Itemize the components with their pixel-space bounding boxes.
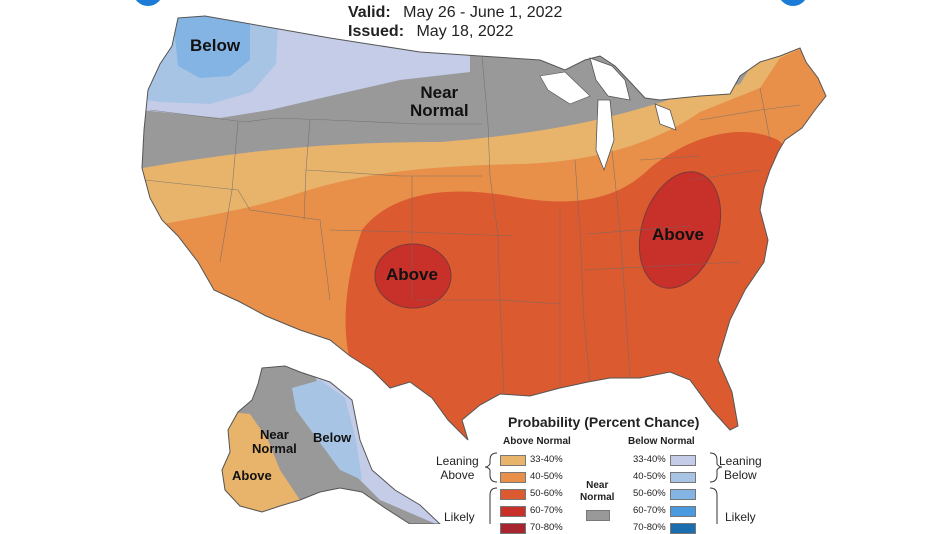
conus-above-east-label: Above — [652, 225, 704, 244]
leaning-above-line1: Leaning — [436, 454, 479, 468]
legend-near-normal-swatch — [586, 510, 610, 521]
state-boundaries — [144, 55, 801, 395]
noaa-logo-icon — [133, 0, 163, 6]
legend-above-bin-swatch — [500, 506, 526, 517]
legend-below-bin-label: 50-60% — [633, 488, 666, 499]
conus-above-west-label: Above — [386, 265, 438, 284]
lake-huron — [654, 103, 677, 131]
conus-outline — [141, 15, 827, 441]
issued-label: Issued: — [348, 23, 405, 40]
legend-below-bin-swatch — [670, 506, 696, 517]
nws-logo-icon — [778, 0, 808, 6]
legend-above-bin-swatch — [500, 472, 526, 483]
ak-below-label: Below — [313, 430, 352, 445]
legend-above-bin-label: 60-70% — [530, 505, 563, 516]
legend-above-bin-label: 40-50% — [530, 471, 563, 482]
legend-leaning-below: Leaning Below — [719, 454, 762, 483]
ak-near-label-line2: Normal — [252, 440, 297, 456]
legend-below-bin-label: 33-40% — [633, 454, 666, 465]
ak-near-normal-label: Near Normal — [252, 428, 297, 455]
ak-below-40-50-area — [292, 380, 362, 480]
michigan-upper-gap — [539, 71, 591, 105]
conus-probability-shading — [142, 16, 826, 440]
legend-below-bin-swatch — [670, 523, 696, 534]
conus-near-label-line2: Normal — [410, 100, 469, 120]
legend-leaning-above: Leaning Above — [436, 454, 479, 483]
legend-above-bin-swatch — [500, 489, 526, 500]
legend-above-bin-label: 50-60% — [530, 488, 563, 499]
leaning-above-line2: Above — [440, 467, 475, 482]
leaning-below-line2: Below — [724, 467, 757, 482]
conus-above-60-70-west — [374, 243, 452, 309]
legend-title: Probability (Percent Chance) — [508, 414, 700, 430]
valid-label: Valid: — [348, 4, 391, 21]
legend-above-bin-swatch — [500, 523, 526, 534]
conus-below-label: Below — [190, 36, 241, 55]
valid-value: May 26 - June 1, 2022 — [403, 4, 563, 21]
conus-near-label-line1: Near — [420, 83, 459, 102]
legend-below-bin-label: 40-50% — [633, 471, 666, 482]
issued-value: May 18, 2022 — [416, 23, 514, 40]
legend-above-bin-swatch — [500, 455, 526, 466]
ak-above-label: Above — [232, 468, 272, 483]
legend-below-bin-label: 60-70% — [633, 505, 666, 516]
conus-near-normal-label: Near Normal — [410, 84, 469, 120]
near-normal-line2: Normal — [580, 491, 615, 503]
valid-dates: Valid: May 26 - June 1, 2022 — [348, 4, 562, 22]
leaning-below-line1: Leaning — [719, 454, 762, 468]
alaska-outline — [221, 365, 441, 524]
legend-likely-below: Likely — [725, 510, 756, 524]
lake-superior — [589, 57, 631, 101]
legend-below-bin-swatch — [670, 455, 696, 466]
legend-likely-above: Likely — [444, 510, 475, 524]
conus-above-60-70-east — [638, 171, 722, 289]
legend-above-header: Above Normal — [503, 436, 571, 447]
conus-below-50-60-area — [170, 16, 250, 78]
near-normal-line1: Near — [586, 480, 609, 491]
issued-date: Issued: May 18, 2022 — [348, 23, 513, 41]
legend-below-bin-swatch — [670, 472, 696, 483]
legend-below-header: Below Normal — [628, 436, 695, 447]
legend-near-normal: Near Normal — [580, 480, 614, 503]
legend-above-bin-label: 33-40% — [530, 454, 563, 465]
ak-near-label-line1: Near — [259, 427, 289, 442]
lake-michigan — [595, 99, 615, 172]
legend-below-bin-swatch — [670, 489, 696, 500]
